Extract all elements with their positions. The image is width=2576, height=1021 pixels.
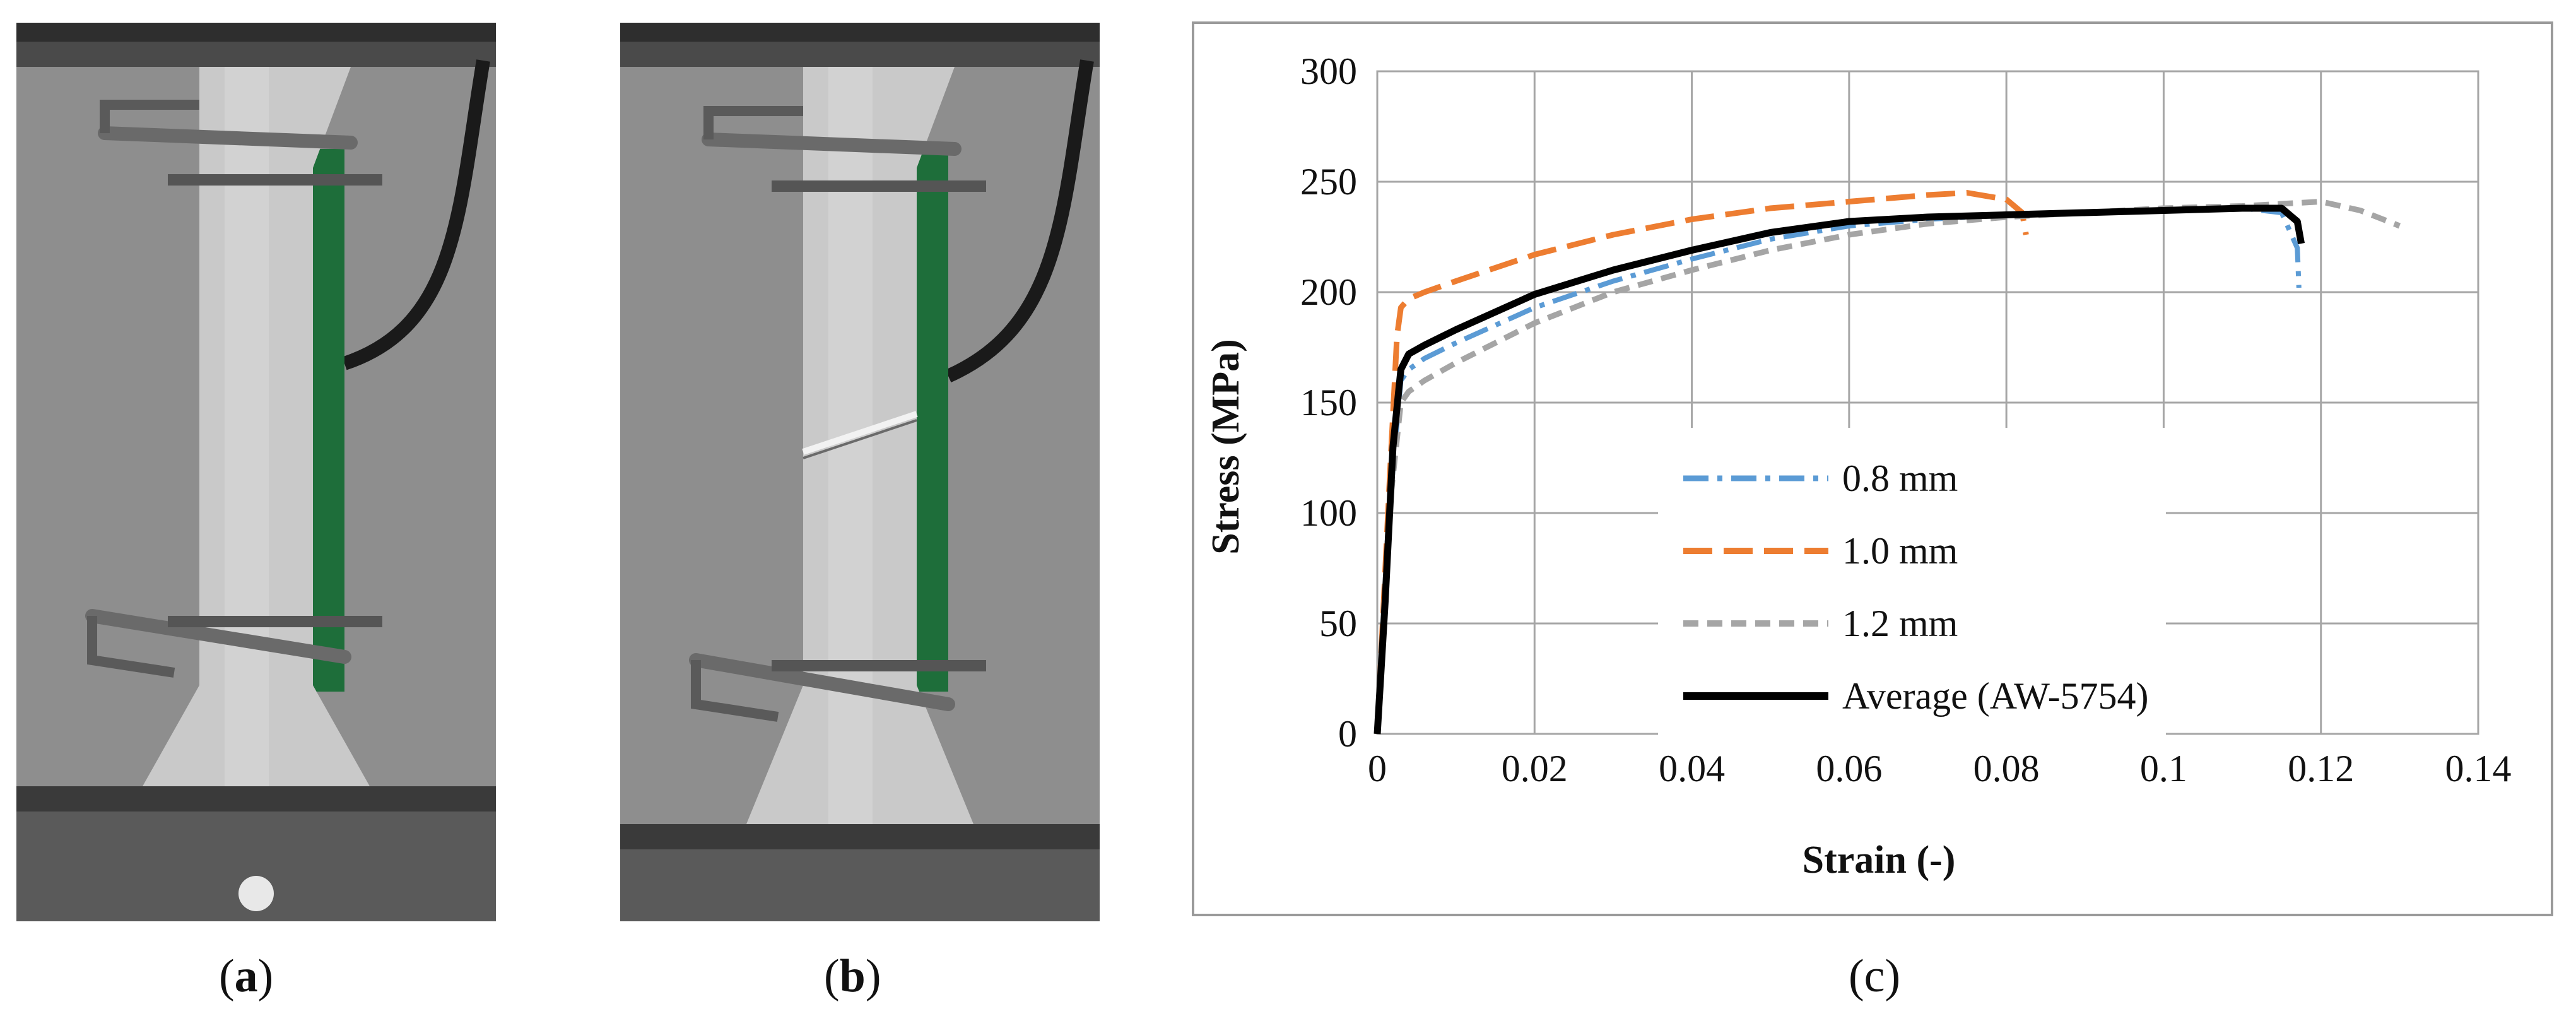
specimen-fractured-icon xyxy=(620,23,1100,921)
chart-svg: 0 0.02 0.04 0.06 0.08 0.1 0.12 0.14 0 50 100 150 200… xyxy=(1204,50,2512,882)
y-tick-label: 300 xyxy=(1300,50,1357,92)
x-axis-title: Strain (-) xyxy=(1803,839,1956,882)
legend-label-3: Average (AW-5754) xyxy=(1842,675,2149,717)
caption-a: (a) xyxy=(219,950,274,1002)
stress-strain-chart: 0 0.02 0.04 0.06 0.08 0.1 0.12 0.14 0 50 100 150 200… xyxy=(1192,21,2553,916)
x-tick-label: 0 xyxy=(1368,748,1387,789)
x-tick-label: 0.04 xyxy=(1659,748,1725,789)
series-line-0 xyxy=(1375,206,2302,735)
x-tick-label: 0.06 xyxy=(1816,748,1882,789)
y-tick-label: 100 xyxy=(1300,492,1357,534)
legend-label-1: 1.0 mm xyxy=(1842,530,1958,572)
legend: 0.8 mm 1.0 mm 1.2 mm Average (AW-5754) xyxy=(1658,428,2166,743)
grid-lines xyxy=(1376,70,2479,735)
x-tick-label: 0.1 xyxy=(2140,748,2187,789)
series-line-2 xyxy=(1374,199,2401,735)
specimen-intact-icon xyxy=(16,23,496,921)
y-tick-label: 50 xyxy=(1319,603,1357,644)
y-axis-title: Stress (MPa) xyxy=(1204,339,1247,554)
caption-b: (b) xyxy=(824,950,881,1002)
specimen-photo-a xyxy=(16,23,496,921)
x-tick-label: 0.12 xyxy=(2288,748,2354,789)
tick-labels: 0 0.02 0.04 0.06 0.08 0.1 0.12 0.14 0 50 100 150 200… xyxy=(1300,50,2512,789)
x-tick-label: 0.14 xyxy=(2445,748,2512,789)
series-line-1 xyxy=(1374,190,2029,735)
y-tick-label: 0 xyxy=(1338,713,1357,755)
series-line-3 xyxy=(1373,204,2305,735)
x-tick-label: 0.02 xyxy=(1502,748,1568,789)
y-tick-label: 150 xyxy=(1300,382,1357,423)
legend-label-0: 0.8 mm xyxy=(1842,457,1958,499)
caption-c: (c) xyxy=(1849,950,1901,1002)
x-tick-label: 0.08 xyxy=(1973,748,2040,789)
specimen-photo-b xyxy=(620,23,1100,921)
series-layer xyxy=(1373,190,2401,735)
y-tick-label: 250 xyxy=(1300,161,1357,203)
y-tick-label: 200 xyxy=(1300,271,1357,313)
legend-label-2: 1.2 mm xyxy=(1842,603,1958,644)
